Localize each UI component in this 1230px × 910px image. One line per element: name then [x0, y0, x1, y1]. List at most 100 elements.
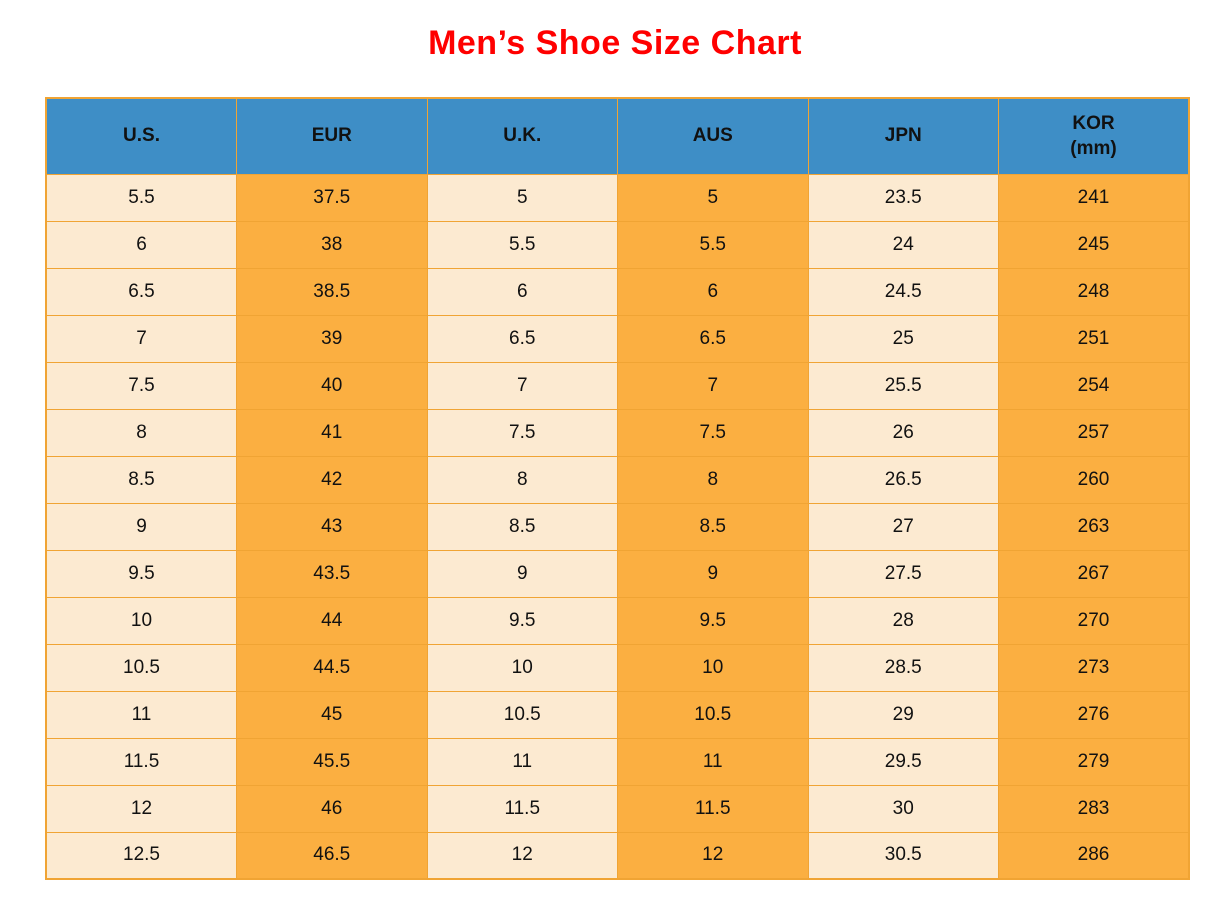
- table-row: 12.5 46.5 12 12 30.5 286: [45, 831, 1190, 880]
- size-cell: 29.5: [807, 737, 999, 786]
- size-cell: 7: [426, 361, 618, 410]
- size-cell: 8: [45, 408, 237, 457]
- size-cell: 12: [45, 784, 237, 833]
- size-cell: 241: [998, 173, 1190, 222]
- size-cell: 11.5: [426, 784, 618, 833]
- size-cell: 6.5: [426, 314, 618, 363]
- table-row: 6.5 38.5 6 6 24.5 248: [45, 267, 1190, 316]
- size-cell: 6.5: [45, 267, 237, 316]
- table-row: 9 43 8.5 8.5 27 263: [45, 502, 1190, 551]
- table-row: 6 38 5.5 5.5 24 245: [45, 220, 1190, 269]
- size-cell: 12.5: [45, 831, 237, 880]
- size-cell: 39: [236, 314, 428, 363]
- size-cell: 270: [998, 596, 1190, 645]
- size-cell: 8: [617, 455, 809, 504]
- size-cell: 7: [45, 314, 237, 363]
- size-cell: 9: [426, 549, 618, 598]
- size-cell: 24.5: [807, 267, 999, 316]
- size-cell: 5.5: [617, 220, 809, 269]
- size-cell: 10.5: [617, 690, 809, 739]
- table-row: 8 41 7.5 7.5 26 257: [45, 408, 1190, 457]
- size-cell: 43: [236, 502, 428, 551]
- size-cell: 273: [998, 643, 1190, 692]
- column-header-kor: KOR (mm): [998, 97, 1190, 175]
- size-cell: 30.5: [807, 831, 999, 880]
- size-cell: 10: [45, 596, 237, 645]
- size-cell: 9.5: [426, 596, 618, 645]
- table-row: 10 44 9.5 9.5 28 270: [45, 596, 1190, 645]
- size-cell: 11: [426, 737, 618, 786]
- size-cell: 5.5: [45, 173, 237, 222]
- size-cell: 8.5: [45, 455, 237, 504]
- size-cell: 44: [236, 596, 428, 645]
- table-row: 11 45 10.5 10.5 29 276: [45, 690, 1190, 739]
- column-header-us: U.S.: [45, 97, 237, 175]
- size-cell: 260: [998, 455, 1190, 504]
- size-cell: 43.5: [236, 549, 428, 598]
- table-header: U.S. EUR U.K. AUS JPN KOR (mm): [45, 97, 1190, 175]
- size-cell: 257: [998, 408, 1190, 457]
- size-cell: 42: [236, 455, 428, 504]
- size-cell: 6.5: [617, 314, 809, 363]
- size-cell: 279: [998, 737, 1190, 786]
- size-cell: 38: [236, 220, 428, 269]
- column-header-label: AUS: [692, 125, 733, 147]
- size-cell: 24: [807, 220, 999, 269]
- column-header-label: U.S.: [123, 125, 160, 147]
- table-row: 7 39 6.5 6.5 25 251: [45, 314, 1190, 363]
- size-cell: 37.5: [236, 173, 428, 222]
- size-cell: 12: [426, 831, 618, 880]
- size-cell: 23.5: [807, 173, 999, 222]
- size-cell: 5: [426, 173, 618, 222]
- table-row: 12 46 11.5 11.5 30 283: [45, 784, 1190, 833]
- column-header-aus: AUS: [617, 97, 809, 175]
- size-cell: 9.5: [617, 596, 809, 645]
- size-cell: 8.5: [426, 502, 618, 551]
- table-row: 10.5 44.5 10 10 28.5 273: [45, 643, 1190, 692]
- size-cell: 7.5: [617, 408, 809, 457]
- size-cell: 11: [617, 737, 809, 786]
- size-cell: 27: [807, 502, 999, 551]
- size-cell: 26: [807, 408, 999, 457]
- column-header-sublabel: (mm): [1070, 138, 1117, 160]
- size-cell: 45.5: [236, 737, 428, 786]
- page-title: Men’s Shoe Size Chart: [428, 24, 802, 62]
- size-cell: 8.5: [617, 502, 809, 551]
- header-row: U.S. EUR U.K. AUS JPN KOR (mm): [45, 97, 1190, 175]
- size-cell: 276: [998, 690, 1190, 739]
- size-cell: 46: [236, 784, 428, 833]
- size-cell: 6: [426, 267, 618, 316]
- size-cell: 9: [45, 502, 237, 551]
- size-cell: 7: [617, 361, 809, 410]
- table-body: 5.5 37.5 5 5 23.5 241 6 38 5.5 5.5 24 245 6.5 38.5 6 6 2…: [45, 173, 1190, 880]
- size-cell: 263: [998, 502, 1190, 551]
- table-row: 9.5 43.5 9 9 27.5 267: [45, 549, 1190, 598]
- size-cell: 6: [45, 220, 237, 269]
- size-cell: 40: [236, 361, 428, 410]
- size-cell: 267: [998, 549, 1190, 598]
- size-cell: 30: [807, 784, 999, 833]
- column-header-jpn: JPN: [807, 97, 999, 175]
- size-cell: 28.5: [807, 643, 999, 692]
- size-cell: 44.5: [236, 643, 428, 692]
- size-cell: 5: [617, 173, 809, 222]
- size-cell: 10: [617, 643, 809, 692]
- size-cell: 248: [998, 267, 1190, 316]
- size-cell: 28: [807, 596, 999, 645]
- size-cell: 25.5: [807, 361, 999, 410]
- column-header-label: EUR: [311, 125, 352, 147]
- size-cell: 10: [426, 643, 618, 692]
- size-cell: 8: [426, 455, 618, 504]
- size-cell: 12: [617, 831, 809, 880]
- size-cell: 283: [998, 784, 1190, 833]
- table-row: 8.5 42 8 8 26.5 260: [45, 455, 1190, 504]
- size-cell: 46.5: [236, 831, 428, 880]
- size-cell: 9: [617, 549, 809, 598]
- size-cell: 29: [807, 690, 999, 739]
- column-header-eur: EUR: [236, 97, 428, 175]
- size-cell: 7.5: [45, 361, 237, 410]
- size-cell: 38.5: [236, 267, 428, 316]
- size-cell: 11.5: [45, 737, 237, 786]
- table-row: 11.5 45.5 11 11 29.5 279: [45, 737, 1190, 786]
- table-row: 7.5 40 7 7 25.5 254: [45, 361, 1190, 410]
